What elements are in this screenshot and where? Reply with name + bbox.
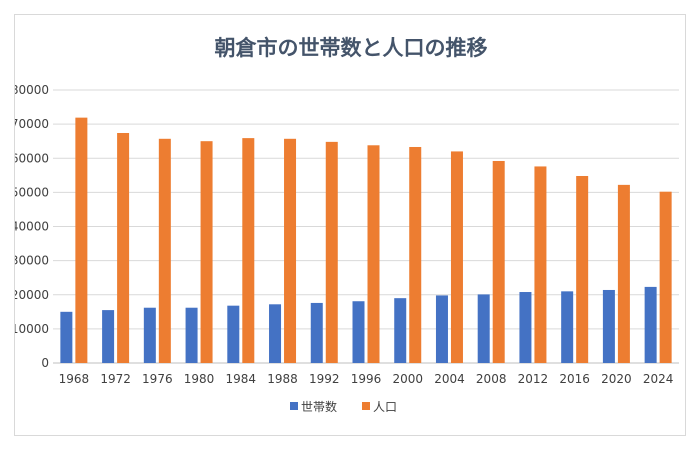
x-tick-label: 1984 (226, 372, 257, 386)
bar-households (310, 302, 323, 363)
bar-households (102, 310, 115, 363)
bar-population (450, 151, 463, 363)
y-tick-label: 40000 (15, 220, 49, 234)
bar-population (117, 132, 130, 363)
bar-households (602, 289, 615, 363)
x-tick-label: 2004 (434, 372, 465, 386)
gridlines (53, 89, 679, 364)
y-tick-label: 50000 (15, 185, 49, 199)
bar-households (519, 292, 532, 363)
chart: 朝倉市の世帯数と人口の推移 0 10000 20000 30000 40000 50000… (15, 36, 679, 414)
bar-population (367, 145, 380, 363)
x-tick-label: 2020 (601, 372, 632, 386)
bar-households (143, 307, 156, 363)
bar-population (325, 141, 338, 363)
x-tick-label: 2008 (476, 372, 507, 386)
x-tick-label: 1992 (309, 372, 340, 386)
bar-households (394, 298, 407, 363)
x-tick-label: 2012 (518, 372, 549, 386)
bar-households (477, 294, 490, 363)
legend-swatch (290, 402, 298, 410)
y-tick-label: 60000 (15, 151, 49, 165)
x-tick-label: 2000 (392, 372, 423, 386)
y-tick-label: 20000 (15, 288, 49, 302)
bar-population (284, 138, 297, 363)
y-tick-label: 80000 (15, 83, 49, 97)
x-tick-label: 1996 (351, 372, 382, 386)
legend-label: 世帯数 (301, 399, 337, 414)
y-tick-label: 10000 (15, 322, 49, 336)
x-tick-label: 1980 (184, 372, 215, 386)
bar-population (492, 160, 505, 363)
y-tick-label: 0 (41, 356, 49, 370)
bar-population (158, 138, 171, 363)
chart-title: 朝倉市の世帯数と人口の推移 (215, 36, 488, 60)
chart-frame: 朝倉市の世帯数と人口の推移 0 10000 20000 30000 40000 50000… (14, 14, 686, 436)
bar-households (227, 305, 240, 363)
x-axis-ticks: 1968 1972 1976 1980 1984 1988 1992 1996 2000 2004… (59, 372, 674, 386)
bar-population (534, 166, 547, 363)
bar-population (617, 184, 630, 363)
x-tick-label: 1972 (100, 372, 131, 386)
legend-label: 人口 (373, 400, 397, 414)
legend: 世帯数 人口 (290, 399, 397, 414)
bar-households (60, 311, 73, 363)
bar-population (242, 138, 255, 363)
bar-population (659, 191, 672, 363)
bar-households (185, 307, 198, 363)
bar-households (435, 295, 448, 363)
y-tick-label: 30000 (15, 254, 49, 268)
bar-population (409, 146, 422, 363)
x-tick-label: 2016 (559, 372, 590, 386)
bar-households (269, 304, 282, 363)
x-tick-label: 1976 (142, 372, 173, 386)
bar-households (644, 286, 657, 363)
y-axis-ticks: 0 10000 20000 30000 40000 50000 60000 70000 8000… (15, 83, 49, 370)
bar-population (75, 117, 88, 363)
y-tick-label: 70000 (15, 117, 49, 131)
x-tick-label: 1988 (267, 372, 298, 386)
bar-population (200, 141, 213, 363)
bar-households (561, 291, 574, 363)
bar-population (576, 175, 589, 363)
bar-households (352, 301, 365, 363)
legend-swatch (362, 402, 370, 410)
x-tick-label: 2024 (643, 372, 674, 386)
bars (60, 117, 672, 363)
x-tick-label: 1968 (59, 372, 90, 386)
